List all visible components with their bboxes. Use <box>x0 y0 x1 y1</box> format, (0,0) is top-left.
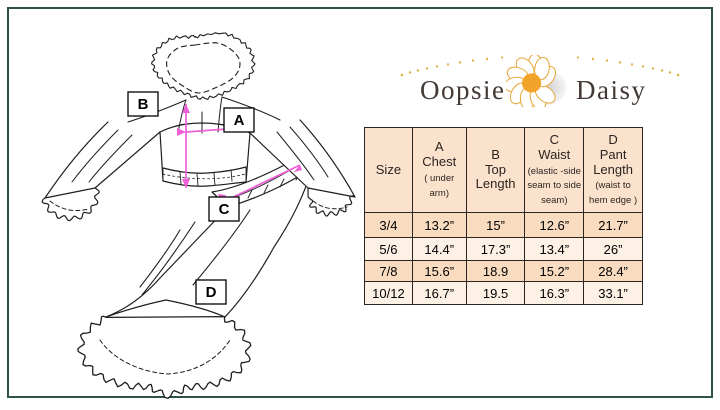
svg-text:B: B <box>138 96 149 113</box>
svg-text:C: C <box>219 201 230 218</box>
svg-text:A: A <box>234 112 245 129</box>
svg-text:D: D <box>206 284 217 301</box>
